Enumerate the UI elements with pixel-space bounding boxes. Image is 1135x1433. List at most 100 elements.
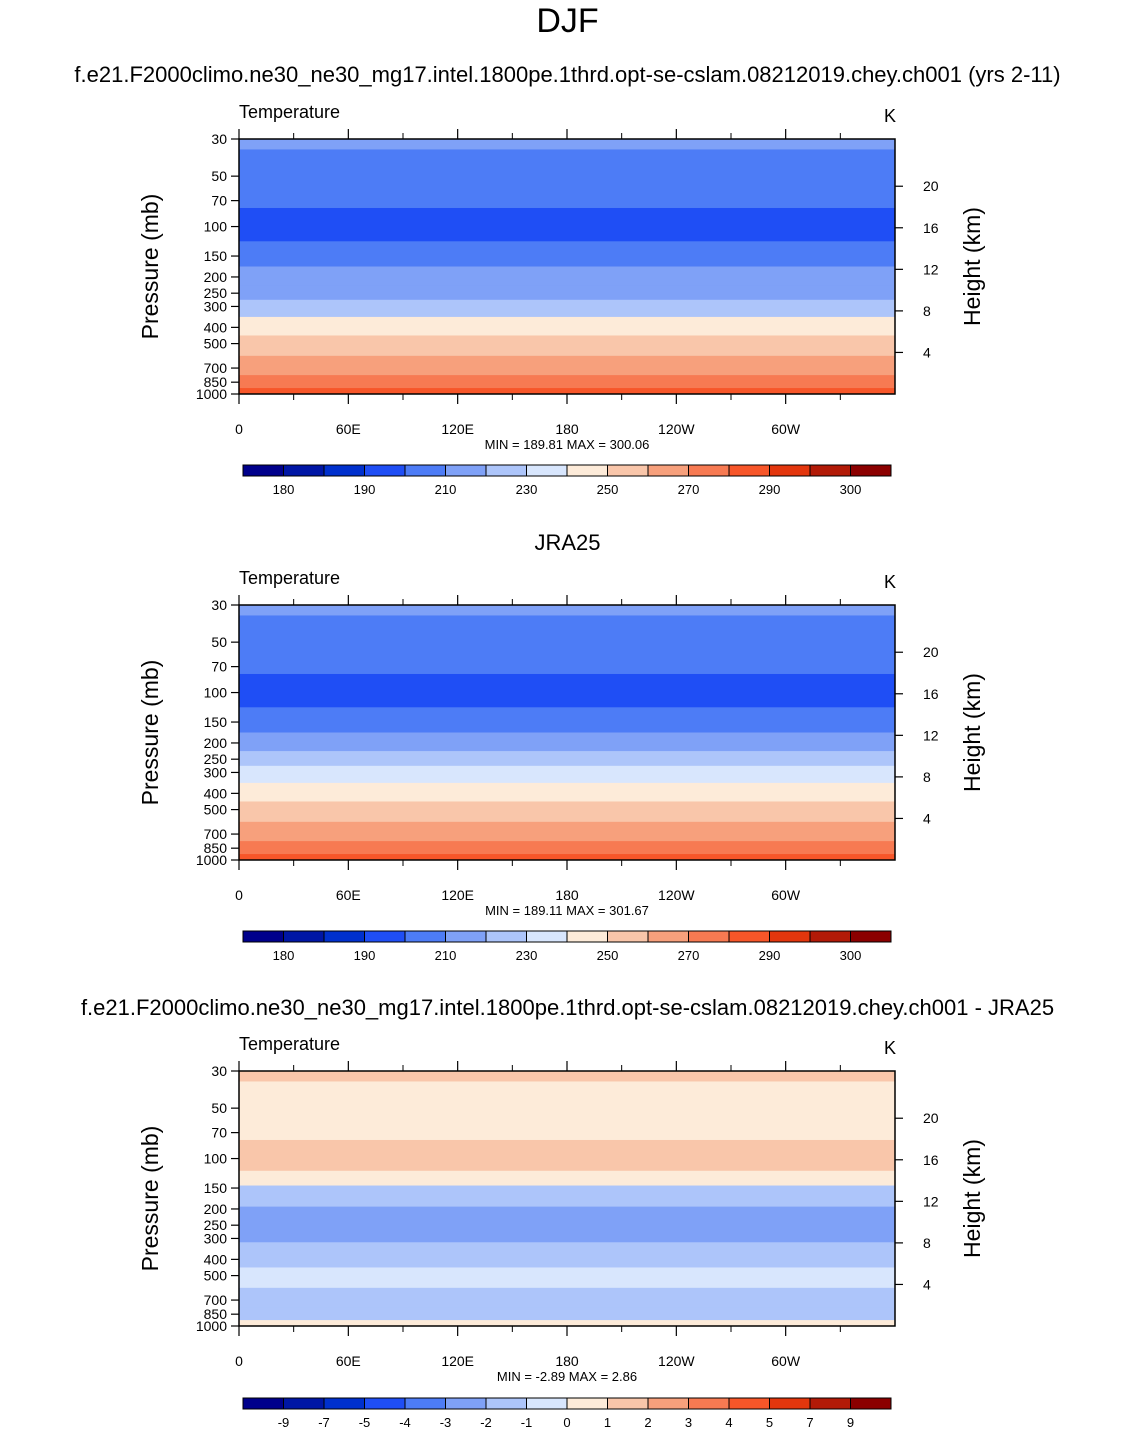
colorbar: 180 190 210 230 250 270 290 300 (242, 930, 892, 963)
colorbar-swatch (526, 1397, 568, 1410)
heatmap-band (239, 1139, 895, 1172)
colorbar-label: 2 (644, 1415, 651, 1430)
y-tick-label: 150 (204, 1180, 228, 1196)
colorbar-swatch (364, 464, 406, 477)
heatmap-band (239, 241, 895, 267)
panel-3: 3050701001502002503004005007008501000201… (137, 1034, 985, 1430)
y-tick-label: 1000 (196, 852, 227, 868)
x-tick-label: 60E (336, 887, 361, 903)
variable-label: Temperature (239, 568, 340, 588)
colorbar-swatch (404, 1397, 446, 1410)
y-right-tick-label: 12 (923, 727, 939, 743)
y-right-tick-label: 12 (923, 261, 939, 277)
colorbar-label: 9 (847, 1415, 854, 1430)
y-right-tick-label: 8 (923, 769, 931, 785)
colorbar-label: 190 (354, 948, 376, 963)
y-axis-title: Pressure (mb) (137, 1126, 163, 1272)
x-tick-label: 120W (658, 887, 695, 903)
colorbar-swatch (607, 1397, 649, 1410)
x-tick-label: 120W (658, 1353, 695, 1369)
heatmap-band (239, 355, 895, 376)
heatmap-band (239, 1320, 895, 1326)
colorbar-swatch (526, 930, 568, 943)
y-tick-label: 300 (204, 298, 228, 314)
x-tick-label: 0 (235, 1353, 243, 1369)
y-tick-label: 100 (204, 219, 228, 235)
colorbar-swatch (688, 464, 730, 477)
colorbar-swatch (769, 1397, 811, 1410)
y-tick-label: 250 (204, 751, 228, 767)
heatmap-band (239, 1267, 895, 1289)
heatmap-band (239, 605, 895, 616)
panel-2: 3050701001502002503004005007008501000201… (137, 568, 985, 963)
heatmap-band (239, 316, 895, 336)
y-tick-label: 700 (204, 826, 228, 842)
y-tick-label: 300 (204, 1230, 228, 1246)
x-tick-label: 60W (771, 887, 801, 903)
heatmap-band (239, 841, 895, 855)
colorbar-label: 250 (597, 948, 619, 963)
x-tick-label: 180 (555, 1353, 579, 1369)
colorbar-label: 5 (766, 1415, 773, 1430)
heatmap-band (239, 751, 895, 767)
heatmap-band (239, 732, 895, 752)
colorbar-swatch (566, 930, 608, 943)
colorbar-swatch (242, 930, 284, 943)
y-tick-label: 50 (211, 168, 227, 184)
panel-3-title: f.e21.F2000climo.ne30_ne30_mg17.intel.18… (80, 995, 1055, 1020)
y-tick-label: 400 (204, 1251, 228, 1267)
colorbar-swatch (404, 464, 446, 477)
heatmap-band (239, 1081, 895, 1108)
x-tick-label: 180 (555, 887, 579, 903)
colorbar-label: 180 (273, 948, 295, 963)
colorbar-swatch (242, 1397, 284, 1410)
colorbar-swatch (445, 464, 487, 477)
colorbar-swatch (728, 464, 770, 477)
colorbar-swatch (769, 930, 811, 943)
y-tick-label: 700 (204, 360, 228, 376)
units-label: K (884, 572, 896, 592)
colorbar-label: 300 (840, 482, 862, 497)
y-tick-label: 300 (204, 764, 228, 780)
y-tick-label: 250 (204, 1217, 228, 1233)
heatmap-bands (239, 139, 895, 394)
colorbar-swatch (728, 1397, 770, 1410)
y-right-axis-title: Height (km) (959, 673, 985, 792)
heatmap-bands (239, 605, 895, 860)
colorbar-label: 3 (685, 1415, 692, 1430)
colorbar-swatch (485, 930, 527, 943)
colorbar-swatch (283, 464, 325, 477)
heatmap-band (239, 375, 895, 389)
heatmap-band (239, 266, 895, 286)
colorbar-label: 4 (725, 1415, 732, 1430)
y-axis-title: Pressure (mb) (137, 660, 163, 806)
colorbar-label: 210 (435, 482, 457, 497)
y-tick-label: 400 (204, 785, 228, 801)
x-tick-label: 60W (771, 421, 801, 437)
colorbar-swatch (485, 464, 527, 477)
colorbar-swatch (850, 1397, 892, 1410)
y-right-tick-label: 4 (923, 344, 931, 360)
colorbar-swatch (445, 930, 487, 943)
y-tick-label: 200 (204, 269, 228, 285)
y-right-tick-label: 4 (923, 1276, 931, 1292)
y-tick-label: 150 (204, 248, 228, 264)
heatmap-band (239, 174, 895, 209)
colorbar-label: 190 (354, 482, 376, 497)
colorbar-swatch (364, 1397, 406, 1410)
heatmap-band (239, 299, 895, 318)
y-tick-label: 50 (211, 634, 227, 650)
colorbar-swatch (688, 1397, 730, 1410)
colorbar-label: 1 (604, 1415, 611, 1430)
colorbar: -9 -7 -5 -4 -3 -2 -1 0 1 2 3 4 5 7 9 (242, 1397, 892, 1430)
y-tick-label: 500 (204, 336, 228, 352)
x-tick-label: 120E (441, 421, 474, 437)
variable-label: Temperature (239, 102, 340, 122)
min-max-stats: MIN = 189.81 MAX = 300.06 (485, 437, 650, 452)
heatmap-band (239, 207, 895, 242)
colorbar-swatch (647, 930, 689, 943)
y-tick-label: 500 (204, 1268, 228, 1284)
heatmap-band (239, 1287, 895, 1308)
heatmap-band (239, 640, 895, 675)
